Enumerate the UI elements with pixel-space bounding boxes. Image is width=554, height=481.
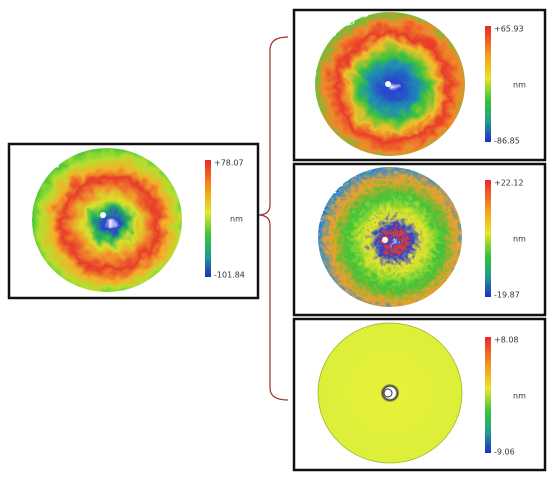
map-edge <box>317 322 463 464</box>
colorbar <box>485 337 491 453</box>
panel: +65.93 nm -86.85 <box>292 8 547 162</box>
colorbar <box>205 160 211 277</box>
center-hole <box>383 388 393 398</box>
max-label: +22.12 <box>494 179 524 188</box>
panel: +8.08 nm -9.06 <box>292 317 547 472</box>
center-hole <box>100 212 106 218</box>
center-hole <box>385 81 391 87</box>
unit-label: nm <box>513 81 526 90</box>
brace <box>257 36 289 401</box>
unit-label: nm <box>230 215 243 224</box>
min-label: -19.87 <box>494 291 520 300</box>
min-label: -86.85 <box>494 137 520 146</box>
max-label: +65.93 <box>494 25 524 34</box>
max-label: +8.08 <box>494 336 519 345</box>
center-hole <box>382 237 388 243</box>
panel: +78.07 nm -101.84 <box>7 142 260 300</box>
unit-label: nm <box>513 392 526 401</box>
colorbar <box>485 180 491 297</box>
colorbar <box>485 26 491 142</box>
max-label: +78.07 <box>214 159 244 168</box>
unit-label: nm <box>513 235 526 244</box>
surface-map <box>32 148 182 292</box>
min-label: -101.84 <box>214 271 245 280</box>
min-label: -9.06 <box>494 448 515 457</box>
panel: +22.12 nm -19.87 <box>292 162 547 317</box>
surface-map <box>318 167 462 307</box>
